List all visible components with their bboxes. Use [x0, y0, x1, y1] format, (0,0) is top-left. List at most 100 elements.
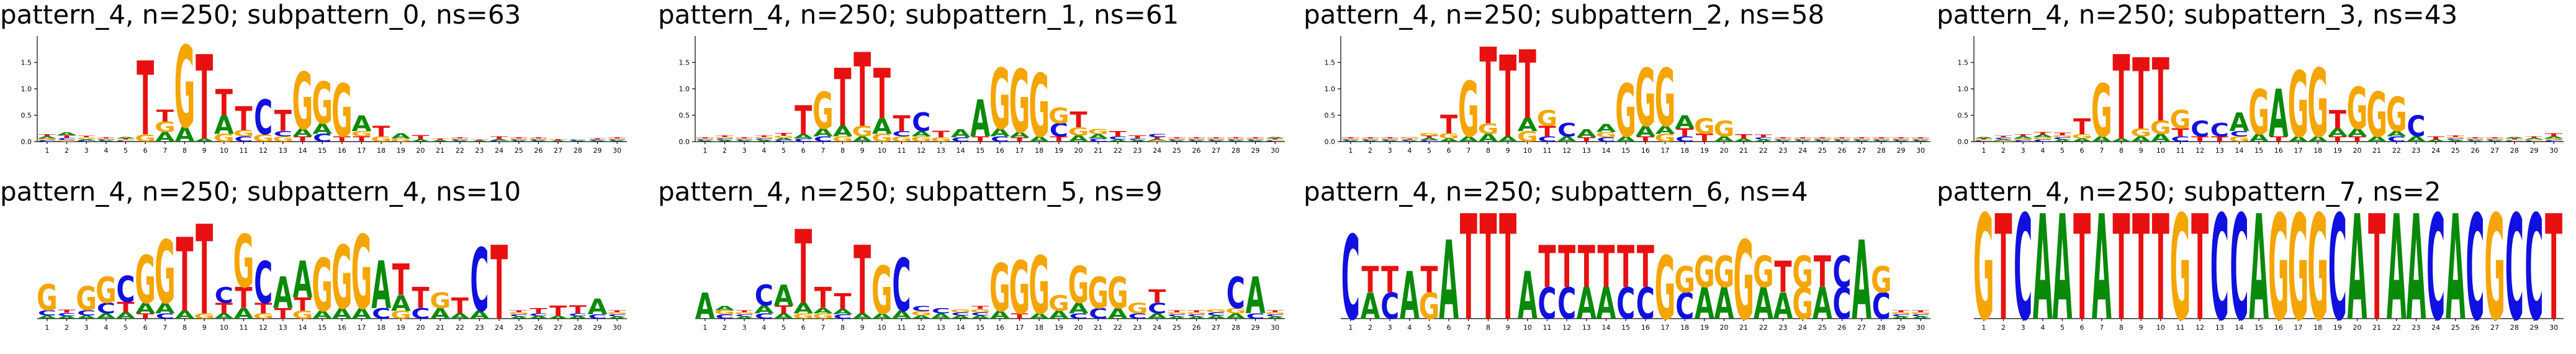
svg-text:C: C: [77, 140, 96, 142]
logo-letter-T: T: [490, 226, 508, 343]
svg-text:A: A: [2269, 76, 2289, 152]
svg-text:A: A: [588, 140, 608, 142]
svg-text:A: A: [2249, 132, 2269, 145]
svg-text:T: T: [588, 138, 606, 140]
x-tick-label: 9: [2139, 147, 2143, 155]
svg-text:A: A: [1400, 140, 1420, 142]
logo-letter-G: G: [508, 312, 529, 315]
svg-text:A: A: [793, 133, 813, 140]
svg-text:T: T: [490, 135, 508, 140]
svg-text:T: T: [2506, 138, 2523, 140]
y-tick-label: 1.0: [1325, 85, 1336, 93]
svg-text:T: T: [431, 138, 449, 140]
logo-letter-T: T: [1381, 258, 1399, 301]
svg-text:A: A: [1167, 316, 1187, 319]
svg-text:G: G: [1655, 132, 1676, 145]
x-tick-label: 16: [1641, 147, 1650, 155]
x-tick-label: 9: [860, 147, 865, 155]
logo-letter-G: G: [1360, 138, 1381, 140]
svg-text:G: G: [1792, 278, 1813, 329]
x-tick-label: 22: [2392, 147, 2401, 155]
x-tick-label: 2: [723, 147, 727, 155]
logo-letter-T: T: [1578, 137, 1596, 143]
logo-letter-G: G: [37, 138, 58, 140]
svg-text:C: C: [57, 137, 76, 140]
svg-text:C: C: [1246, 139, 1264, 141]
svg-text:T: T: [2073, 208, 2091, 351]
logo-letter-A: A: [970, 315, 990, 320]
x-tick-label: 12: [917, 147, 925, 155]
logo-letter-A: A: [2328, 127, 2348, 139]
logo-letter-T: T: [834, 289, 851, 314]
svg-text:A: A: [175, 123, 195, 147]
svg-text:A: A: [1754, 139, 1773, 142]
logo-letter-C: C: [912, 107, 930, 137]
svg-text:T: T: [873, 55, 891, 135]
svg-text:C: C: [1341, 139, 1360, 141]
x-tick-label: 7: [163, 324, 167, 332]
logo-letter-T: T: [2073, 114, 2091, 139]
logo-letter-T: T: [38, 134, 56, 137]
x-tick-label: 18: [2313, 324, 2322, 332]
svg-text:A: A: [430, 140, 450, 142]
logo-letter-G: G: [292, 309, 313, 322]
logo-letter-G: G: [1891, 312, 1912, 315]
logo-letter-G: G: [1264, 312, 1286, 315]
y-tick-label: 0.0: [21, 138, 32, 146]
logo-letter-A: A: [2446, 208, 2466, 351]
svg-text:A: A: [352, 111, 372, 136]
svg-text:G: G: [1615, 69, 1636, 153]
svg-text:A: A: [734, 316, 754, 319]
logo-letter-C: C: [971, 311, 989, 316]
logo-letter-G: G: [1009, 246, 1030, 330]
logo-letter-C: C: [1832, 139, 1851, 141]
logo-letter-C: C: [97, 139, 115, 141]
svg-text:T: T: [412, 134, 430, 141]
svg-text:T: T: [137, 312, 155, 320]
svg-text:T: T: [196, 208, 213, 343]
svg-text:A: A: [588, 294, 608, 319]
logo-letter-G: G: [508, 138, 529, 140]
svg-text:T: T: [294, 294, 312, 315]
logo-letter-A: A: [430, 305, 450, 322]
logo-letter-T: T: [608, 137, 626, 139]
logo-letter-T: T: [1479, 31, 1497, 148]
svg-text:C: C: [1089, 305, 1107, 322]
svg-text:T: T: [716, 135, 733, 137]
x-tick-label: 3: [1388, 147, 1392, 155]
logo-letter-C: C: [774, 140, 793, 142]
svg-text:C: C: [57, 312, 76, 317]
x-tick-label: 2: [1368, 324, 1372, 332]
svg-text:T: T: [1148, 136, 1166, 139]
svg-text:A: A: [774, 137, 794, 140]
svg-text:C: C: [912, 305, 930, 313]
logo-letter-G: G: [1225, 138, 1246, 140]
svg-text:G: G: [606, 138, 628, 140]
svg-text:C: C: [2387, 135, 2406, 143]
svg-text:A: A: [1871, 140, 1891, 142]
svg-text:C: C: [1675, 285, 1694, 327]
svg-text:G: G: [1910, 138, 1931, 140]
x-tick-label: 27: [1857, 147, 1866, 155]
svg-text:C: C: [2524, 140, 2543, 142]
logo-letter-A: A: [293, 251, 313, 310]
logo-letter-G: G: [96, 138, 117, 140]
svg-text:T: T: [1637, 135, 1655, 143]
x-tick-label: 22: [456, 324, 464, 332]
logo-letter-T: T: [1637, 233, 1654, 301]
svg-text:T: T: [1011, 312, 1029, 320]
logo-letter-T: T: [2014, 134, 2032, 137]
logo-letter-T: T: [755, 135, 773, 137]
x-tick-label: 28: [1877, 147, 1886, 155]
x-tick-label: 26: [1838, 147, 1847, 155]
logo-letter-C: C: [77, 140, 96, 142]
x-tick-label: 6: [2080, 147, 2084, 155]
logo-letter-G: G: [2347, 75, 2368, 142]
svg-text:G: G: [96, 269, 117, 311]
logo-letter-A: A: [1341, 140, 1361, 142]
svg-text:G: G: [2288, 53, 2309, 158]
svg-text:T: T: [1794, 137, 1811, 139]
svg-text:T: T: [2152, 40, 2169, 142]
logo-letter-C: C: [1793, 139, 1812, 141]
